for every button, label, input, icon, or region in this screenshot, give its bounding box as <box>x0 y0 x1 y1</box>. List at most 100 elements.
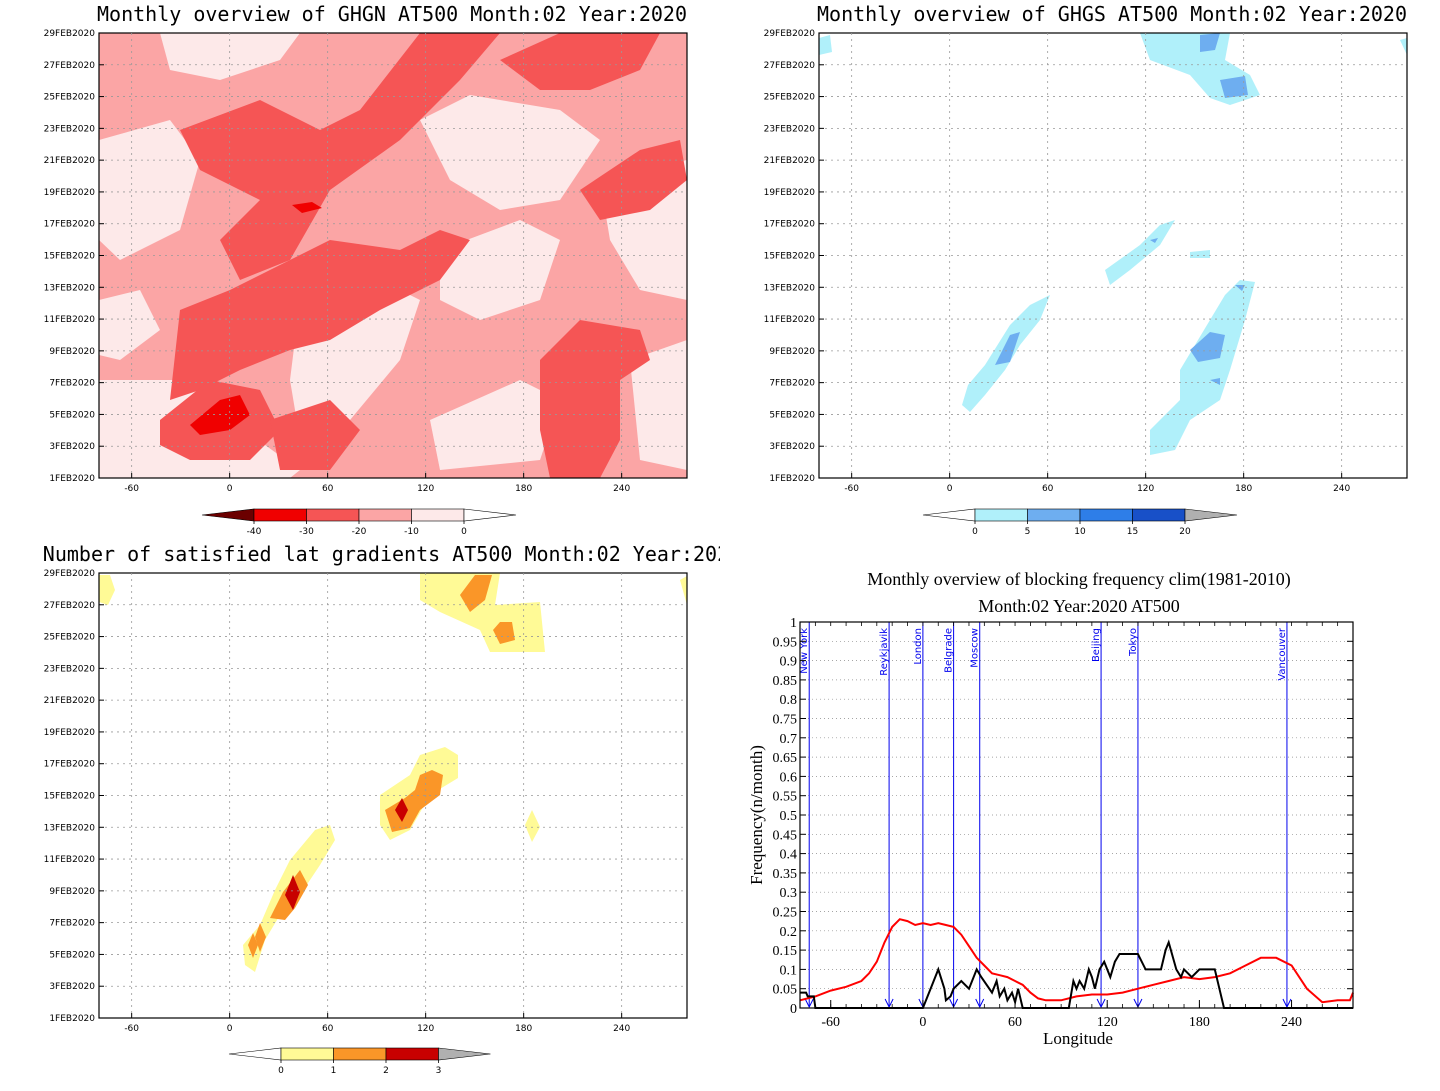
y-tick-label: 23FEB2020 <box>44 664 96 674</box>
colorbar-swatch <box>228 1047 282 1061</box>
city-label: Reykjavik <box>879 628 890 676</box>
colorbar-label: 0 <box>972 527 978 537</box>
blocking-grid <box>800 640 1353 990</box>
y-tick-label: 11FEB2020 <box>44 315 96 325</box>
colorbar-swatch <box>1079 508 1133 522</box>
x-tick-label: 180 <box>1235 484 1252 494</box>
y-tick-label: 3FEB2020 <box>49 442 95 452</box>
colorbar-label: 2 <box>383 1066 389 1076</box>
y-tick-label: 9FEB2020 <box>49 347 95 357</box>
y-tick-label: 0.95 <box>773 635 798 650</box>
colorbar-swatch <box>385 1047 439 1061</box>
city-label: London <box>913 628 924 665</box>
blocking-title: Monthly overview of blocking frequency c… <box>867 569 1290 590</box>
colorbar-swatch <box>253 508 307 522</box>
y-tick-label: 15FEB2020 <box>764 252 816 262</box>
colorbar-swatch <box>280 1047 334 1061</box>
y-tick-label: 5FEB2020 <box>769 410 815 420</box>
y-tick-label: 1FEB2020 <box>769 474 815 484</box>
city-arrow <box>804 998 814 1009</box>
y-tick-label: 0.4 <box>780 848 798 863</box>
y-tick-label: 7FEB2020 <box>49 379 95 389</box>
y-tick-label: 11FEB2020 <box>764 315 816 325</box>
y-tick-label: 25FEB2020 <box>44 633 96 643</box>
x-tick-label: 120 <box>417 484 434 494</box>
y-tick-label: 13FEB2020 <box>764 283 816 293</box>
city-markers: New York Reykjavik London Belgrade Moscow Bei… <box>799 622 1292 1009</box>
y-tick-label: 19FEB2020 <box>44 728 96 738</box>
y-tick-label: 17FEB2020 <box>44 760 96 770</box>
x-tick-label: 120 <box>417 1024 434 1034</box>
y-tick-label: 29FEB2020 <box>44 29 96 39</box>
blocking-y-ticks: 0 0.05 0.1 0.15 0.2 0.25 0.3 0.35 0.4 0.45 0.5 0.55… <box>773 616 1353 1017</box>
x-tick-label: 180 <box>1189 1015 1210 1030</box>
colorbar-label: 20 <box>1179 527 1191 537</box>
blocking-x-ticks: -60 0 60 120 180 240 <box>814 622 1354 1030</box>
city-label: Belgrade <box>944 628 955 673</box>
city-label: Moscow <box>970 628 981 668</box>
x-tick-label: 240 <box>613 484 630 494</box>
ghgs-grid <box>819 33 1407 478</box>
satisfied-title: Number of satisfied lat gradients AT500 … <box>43 542 720 566</box>
y-tick-label: 29FEB2020 <box>44 569 96 579</box>
colorbar-label: 5 <box>1025 527 1031 537</box>
colorbar-label: 10 <box>1074 527 1086 537</box>
ghgn-title: Monthly overview of GHGN AT500 Month:02 … <box>97 2 687 26</box>
blocking-ylabel: Frequency(n/month) <box>747 745 766 885</box>
blocking-subtitle: Month:02 Year:2020 AT500 <box>978 596 1180 616</box>
y-tick-label: 0.3 <box>780 886 798 901</box>
colorbar-label: 3 <box>436 1066 442 1076</box>
colorbar-swatch <box>201 508 255 522</box>
blocking-frequency-panel: Monthly overview of blocking frequency c… <box>747 569 1354 1048</box>
y-tick-label: 9FEB2020 <box>769 347 815 357</box>
y-tick-label: 1FEB2020 <box>49 1014 95 1024</box>
y-tick-label: 1FEB2020 <box>49 474 95 484</box>
y-tick-label: 0.1 <box>780 963 798 978</box>
x-tick-label: 240 <box>1333 484 1350 494</box>
colorbar-swatch <box>411 508 465 522</box>
colorbar-label: 15 <box>1127 527 1138 537</box>
satisfied-grid <box>99 573 687 1018</box>
y-tick-label: 27FEB2020 <box>764 61 816 71</box>
y-tick-label: 25FEB2020 <box>764 93 816 103</box>
y-tick-label: 3FEB2020 <box>769 442 815 452</box>
y-tick-label: 0.55 <box>773 790 798 805</box>
y-tick-label: 0.9 <box>780 655 798 670</box>
y-tick-label: 21FEB2020 <box>44 156 96 166</box>
y-tick-label: 1 <box>790 616 797 631</box>
y-tick-label: 0.8 <box>780 693 798 708</box>
series-line <box>799 918 1354 1004</box>
ghgs-title: Monthly overview of GHGS AT500 Month:02 … <box>817 2 1407 26</box>
y-tick-label: 21FEB2020 <box>44 696 96 706</box>
y-tick-label: 27FEB2020 <box>44 601 96 611</box>
colorbar-swatch <box>974 508 1028 522</box>
x-tick-label: 180 <box>515 1024 532 1034</box>
series-line <box>800 939 1353 1009</box>
y-tick-label: 0.85 <box>773 674 798 689</box>
y-tick-label: 23FEB2020 <box>44 124 96 134</box>
x-tick-label: 120 <box>1097 1015 1118 1030</box>
colorbar-swatch <box>306 508 360 522</box>
ghgn-grid <box>99 33 687 478</box>
ghgs-y-ticks: 1FEB2020 3FEB2020 5FEB2020 7FEB2020 9FEB2020… <box>764 29 824 484</box>
y-tick-label: 17FEB2020 <box>44 220 96 230</box>
y-tick-label: 0.45 <box>773 828 798 843</box>
y-tick-label: 0.65 <box>773 751 798 766</box>
y-tick-label: 25FEB2020 <box>44 93 96 103</box>
y-tick-label: 7FEB2020 <box>49 919 95 929</box>
satisfied-panel: Number of satisfied lat gradients AT500 … <box>43 542 720 1076</box>
y-tick-label: 13FEB2020 <box>44 283 96 293</box>
y-tick-label: 15FEB2020 <box>44 792 96 802</box>
city-arrow <box>975 998 985 1009</box>
x-tick-label: -60 <box>124 1024 139 1034</box>
x-tick-label: 240 <box>1281 1015 1302 1030</box>
city-label: Tokyo <box>1128 628 1139 657</box>
y-tick-label: 21FEB2020 <box>764 156 816 166</box>
colorbar-swatch <box>1184 508 1238 522</box>
ghgn-y-ticks: 1FEB2020 3FEB2020 5FEB2020 7FEB2020 9FEB2020… <box>44 29 104 484</box>
x-tick-label: -60 <box>844 484 859 494</box>
colorbar-swatch <box>358 508 412 522</box>
y-tick-label: 7FEB2020 <box>769 379 815 389</box>
x-tick-label: 60 <box>322 1024 334 1034</box>
y-tick-label: 0.15 <box>773 944 798 959</box>
